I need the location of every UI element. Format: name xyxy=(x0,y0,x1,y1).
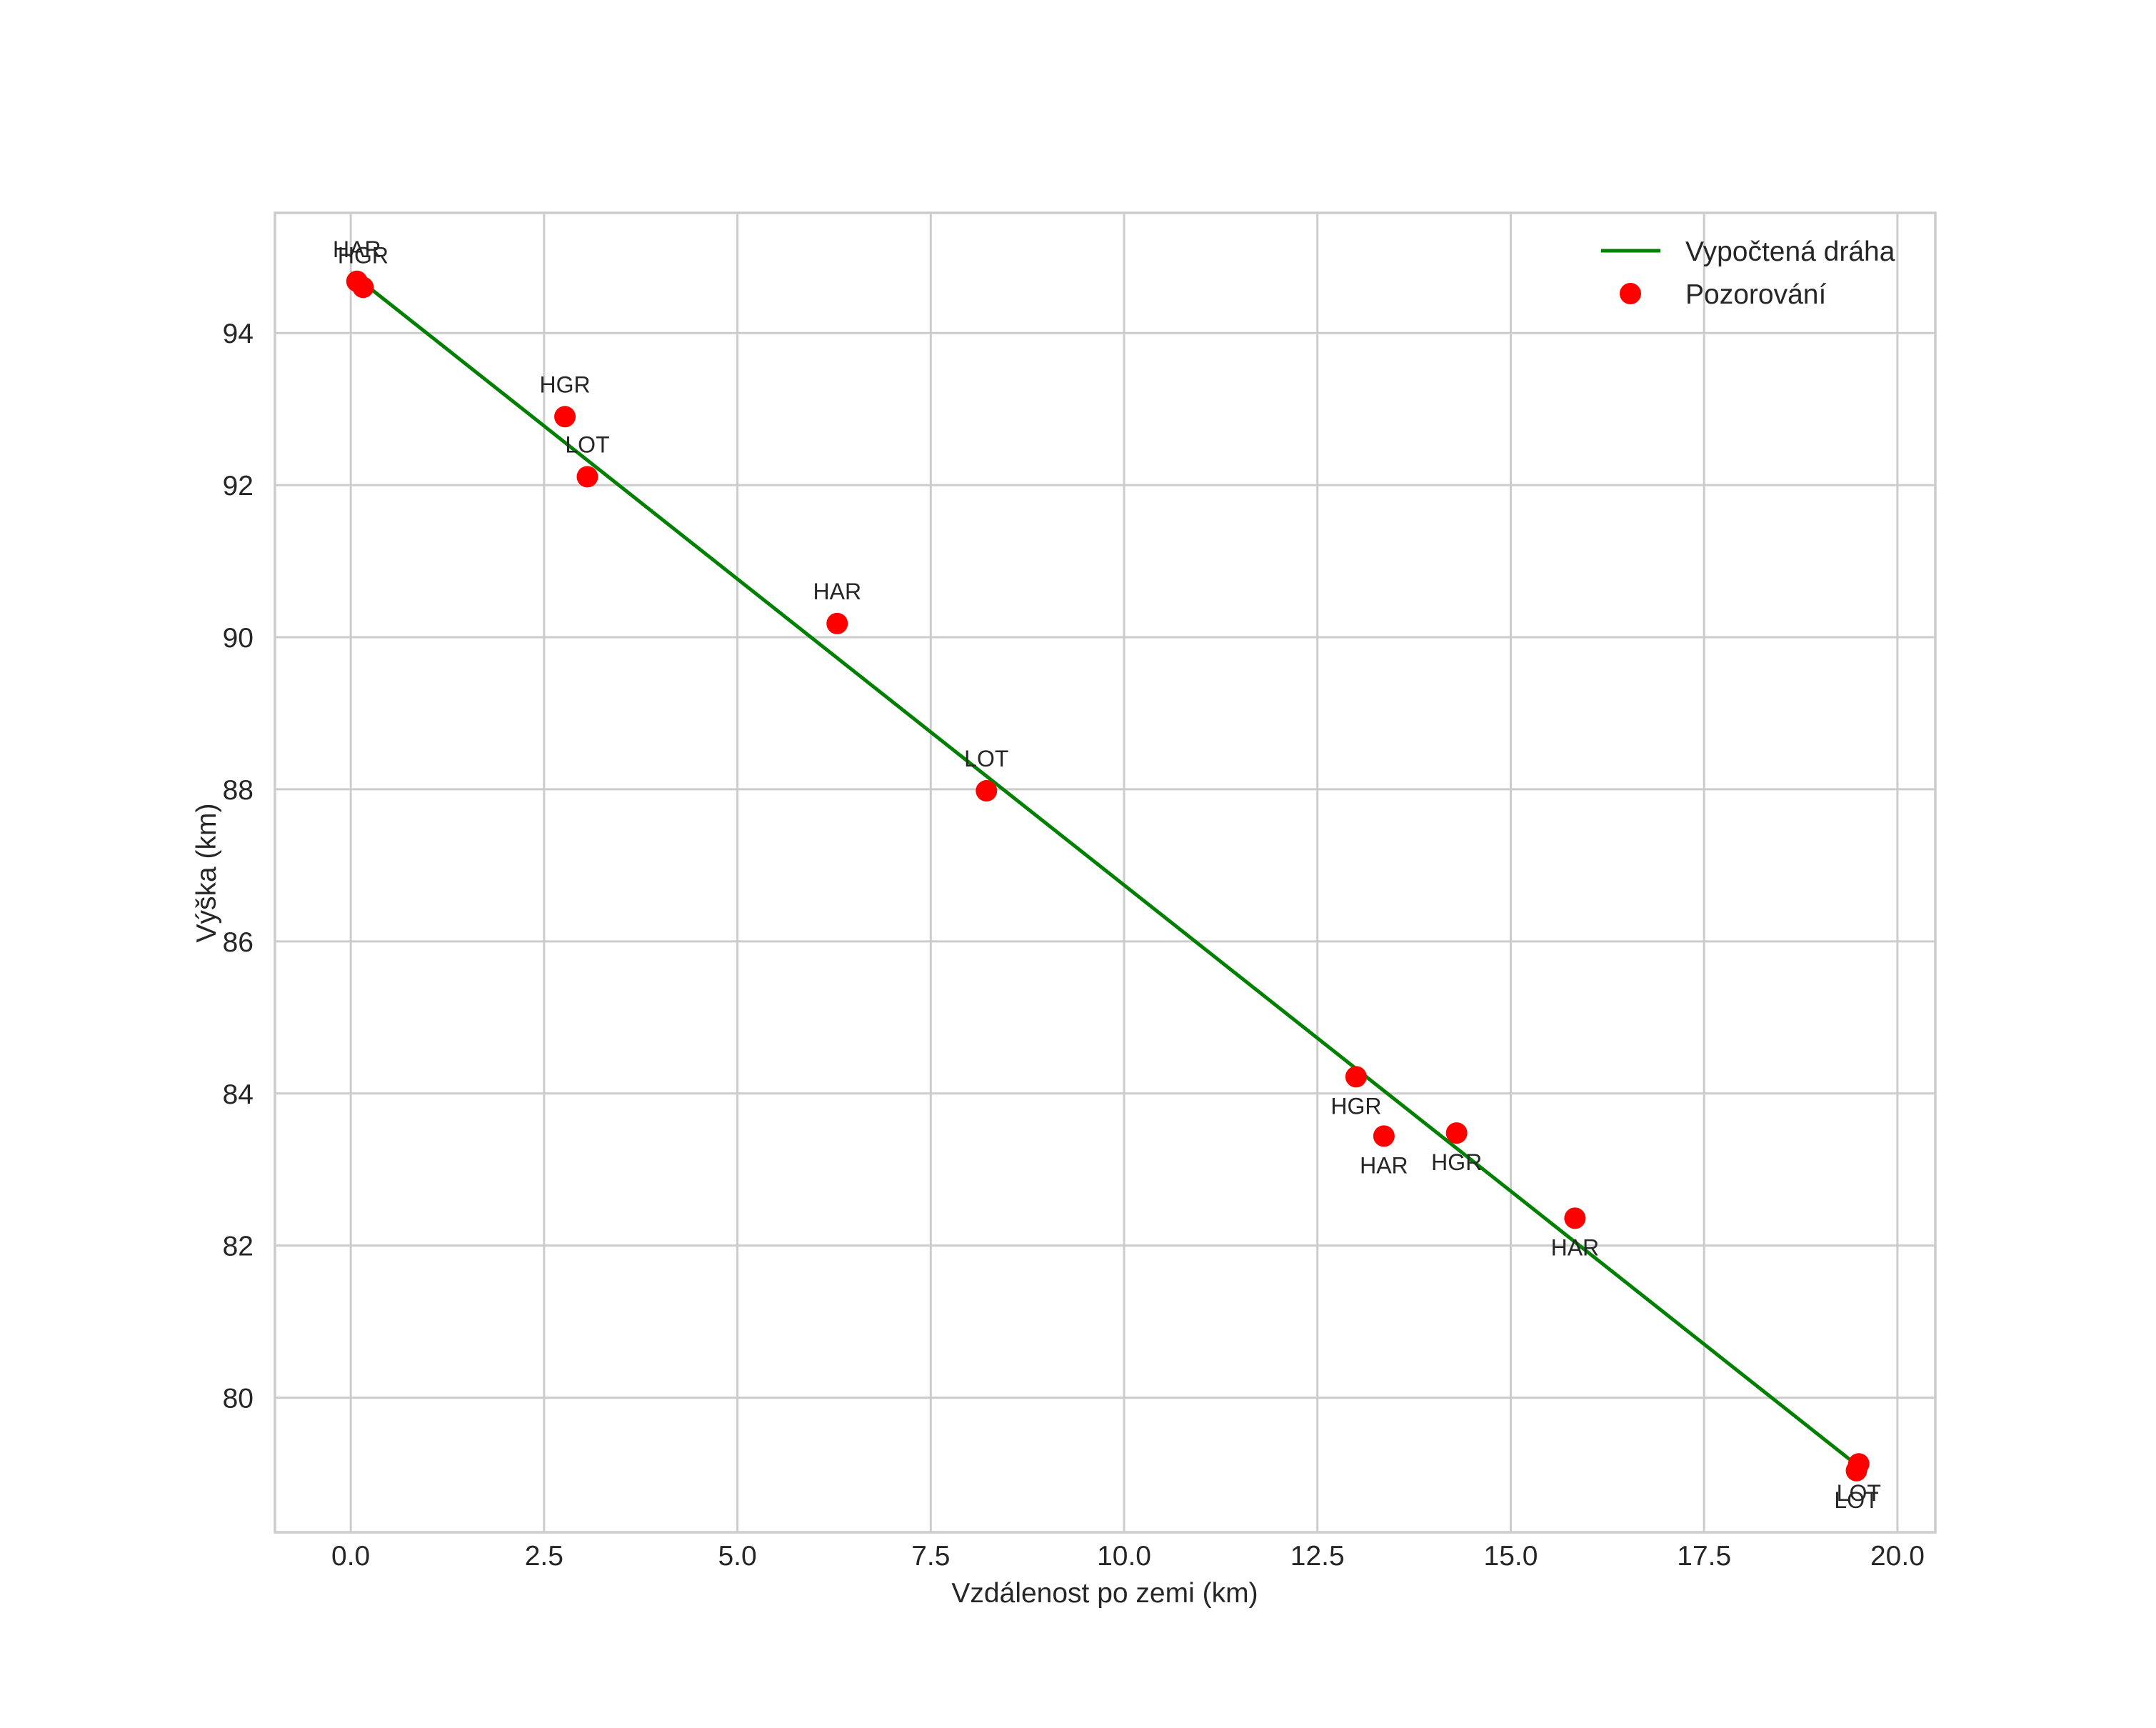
y-tick-label: 84 xyxy=(223,1079,254,1110)
x-tick-label: 17.5 xyxy=(1677,1541,1731,1572)
station-label: HAR xyxy=(1360,1152,1408,1178)
station-label: HAR xyxy=(813,579,861,604)
legend-label-computed-trajectory: Vypočtená dráha xyxy=(1685,236,1895,267)
computed-trajectory-line xyxy=(349,271,1851,1461)
observation-point xyxy=(554,406,576,428)
plot-frame xyxy=(274,211,1937,1534)
legend: Vypočtená dráha Pozorování xyxy=(1601,236,1895,310)
grid-lines xyxy=(275,213,1935,1532)
x-tick-label: 5.0 xyxy=(718,1541,756,1572)
observation-point xyxy=(1373,1125,1395,1147)
observation-point xyxy=(352,276,374,299)
y-tick-label: 90 xyxy=(223,623,254,654)
observation-point xyxy=(1445,1122,1468,1144)
y-axis-ticks: 80 82 84 86 88 90 92 94 xyxy=(223,319,254,1414)
y-tick-label: 92 xyxy=(223,471,254,501)
x-axis-label: Vzdálenost po zemi (km) xyxy=(951,1578,1258,1609)
observation-point xyxy=(1345,1066,1367,1088)
observation-point xyxy=(1845,1459,1867,1482)
observation-point xyxy=(1564,1207,1586,1229)
station-label: HGR xyxy=(1431,1149,1482,1175)
x-tick-label: 15.0 xyxy=(1484,1541,1538,1572)
x-tick-label: 0.0 xyxy=(331,1541,370,1572)
y-axis-label: Výška (km) xyxy=(191,804,222,943)
station-label: LOT xyxy=(1837,1480,1881,1506)
trajectory-line xyxy=(349,271,1851,1461)
station-label: LOT xyxy=(1834,1487,1878,1513)
observation-point xyxy=(826,612,848,634)
legend-point-swatch xyxy=(1620,283,1641,304)
y-tick-label: 80 xyxy=(223,1384,254,1414)
station-label: HGR xyxy=(540,371,591,397)
legend-label-observations: Pozorování xyxy=(1685,279,1826,310)
x-tick-label: 10.0 xyxy=(1097,1541,1151,1572)
station-label: HGR xyxy=(1330,1093,1381,1119)
y-tick-label: 94 xyxy=(223,319,254,349)
observation-points xyxy=(346,270,1870,1482)
station-label: HAR xyxy=(1551,1234,1600,1260)
x-tick-label: 20.0 xyxy=(1870,1541,1925,1572)
station-label: HAR xyxy=(333,236,381,262)
observation-point xyxy=(976,780,998,802)
y-tick-label: 88 xyxy=(223,775,254,806)
x-tick-label: 2.5 xyxy=(525,1541,563,1572)
station-label: LOT xyxy=(964,746,1008,771)
x-axis-ticks: 0.0 2.5 5.0 7.5 10.0 12.5 15.0 17.5 20.0 xyxy=(331,1541,1925,1572)
x-tick-label: 7.5 xyxy=(911,1541,950,1572)
x-tick-label: 12.5 xyxy=(1290,1541,1345,1572)
station-label: HGR xyxy=(338,242,388,268)
y-tick-label: 86 xyxy=(223,927,254,958)
observation-point xyxy=(576,466,598,488)
y-tick-label: 82 xyxy=(223,1232,254,1262)
station-label: LOT xyxy=(565,431,609,457)
